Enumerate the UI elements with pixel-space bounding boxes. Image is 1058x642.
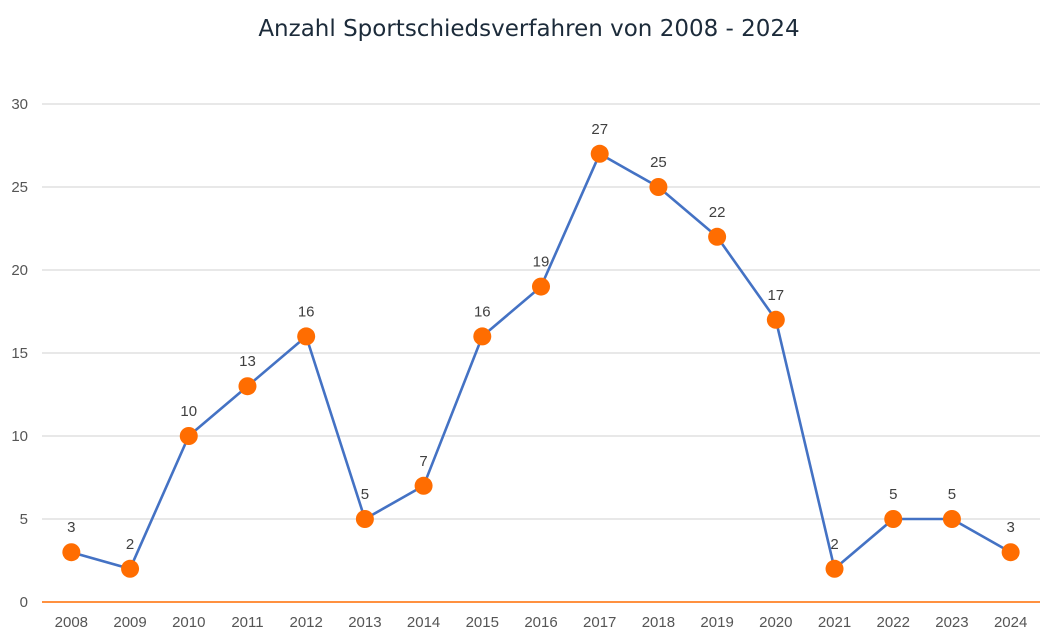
data-point (297, 327, 316, 346)
data-point (884, 510, 903, 528)
series-line-path (70, 152, 1012, 571)
data-label: 27 (591, 121, 608, 138)
x-tick-label: 2023 (935, 614, 968, 631)
x-tick-label: 2013 (348, 614, 381, 631)
data-label: 19 (533, 254, 550, 271)
y-tick-label: 20 (11, 262, 28, 279)
y-tick-label: 30 (11, 96, 28, 113)
series-markers (62, 144, 1020, 578)
y-tick-label: 10 (11, 428, 28, 445)
data-label: 16 (298, 303, 315, 320)
y-tick-label: 0 (20, 594, 28, 611)
data-label: 10 (180, 403, 197, 420)
data-label: 13 (239, 353, 256, 370)
data-label: 3 (67, 519, 75, 536)
x-tick-label: 2014 (407, 614, 440, 631)
y-tick-label: 5 (20, 511, 28, 528)
data-label: 22 (709, 204, 726, 221)
data-point (532, 277, 550, 296)
x-tick-label: 2012 (289, 614, 322, 631)
y-tick-label: 15 (11, 345, 28, 362)
x-tick-label: 2016 (524, 614, 557, 631)
data-label: 2 (126, 536, 134, 553)
x-tick-label: 2017 (583, 614, 616, 631)
y-axis-ticks: 0 5 10 15 20 25 30 (11, 96, 28, 611)
data-label: 7 (419, 453, 427, 470)
data-point (414, 476, 433, 495)
x-tick-label: 2019 (700, 614, 733, 631)
data-point (1001, 543, 1020, 562)
data-label: 2 (830, 536, 838, 553)
x-tick-label: 2011 (231, 614, 263, 631)
data-label: 3 (1006, 519, 1014, 536)
x-tick-label: 2018 (642, 614, 675, 631)
data-point (179, 427, 198, 445)
data-point (62, 543, 81, 562)
x-axis-ticks: 2008 2009 2010 2011 2012 2013 2014 2015 2016 2017… (55, 614, 1028, 631)
chart-title: Anzahl Sportschiedsverfahren von 2008 - … (258, 16, 799, 42)
x-tick-label: 2010 (172, 614, 205, 631)
data-point (649, 178, 668, 196)
x-tick-label: 2015 (466, 614, 499, 631)
series-line (70, 152, 1012, 571)
data-point (121, 559, 140, 578)
x-tick-label: 2022 (877, 614, 910, 631)
data-label: 5 (948, 486, 956, 503)
x-tick-label: 2021 (818, 614, 851, 631)
data-point (708, 227, 727, 246)
x-tick-label: 2020 (759, 614, 792, 631)
data-point (473, 327, 492, 346)
data-point (766, 310, 785, 329)
x-tick-label: 2009 (113, 614, 146, 631)
data-point (942, 510, 961, 528)
data-point (355, 510, 374, 528)
y-tick-label: 25 (11, 179, 28, 196)
x-tick-label: 2024 (994, 614, 1027, 631)
data-label: 5 (361, 486, 369, 503)
data-label: 5 (889, 486, 897, 503)
data-label: 16 (474, 303, 491, 320)
data-label: 17 (767, 287, 784, 304)
data-point (238, 377, 257, 396)
data-point (590, 144, 609, 163)
x-tick-label: 2008 (55, 614, 88, 631)
gridlines (42, 103, 1040, 603)
data-label: 25 (650, 154, 667, 171)
data-point (825, 559, 844, 578)
